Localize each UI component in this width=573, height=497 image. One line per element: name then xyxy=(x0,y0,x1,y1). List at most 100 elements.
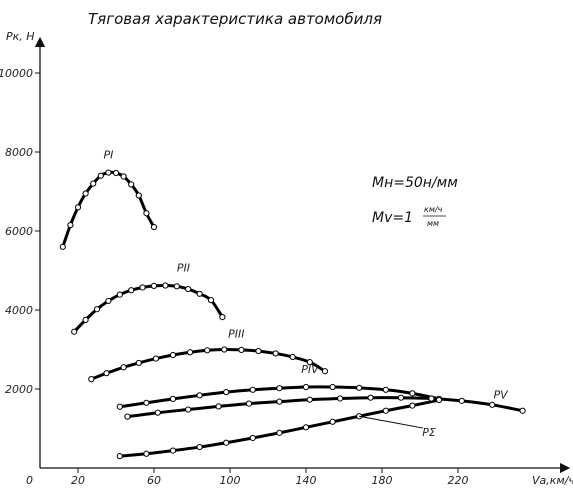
data-point xyxy=(162,282,169,289)
data-point xyxy=(185,285,192,293)
data-point xyxy=(67,221,74,229)
data-point xyxy=(215,403,222,410)
data-point xyxy=(59,243,66,250)
points-layer xyxy=(59,169,526,460)
data-point xyxy=(120,173,127,180)
data-point xyxy=(249,386,256,393)
data-point xyxy=(82,316,89,323)
curve-label-pii: PII xyxy=(177,262,190,275)
y-tick-label: 6000 xyxy=(5,225,33,238)
data-point xyxy=(223,439,230,446)
curve-labels-layer: PI PII PIII PIV PV PΣ xyxy=(103,149,509,440)
y-tick-label: 8000 xyxy=(5,146,33,159)
data-point xyxy=(255,347,262,355)
data-point xyxy=(187,349,194,356)
x-tick-label: 60 xyxy=(147,474,161,487)
data-point xyxy=(249,434,256,442)
data-point xyxy=(519,407,526,414)
data-point xyxy=(97,172,104,179)
data-point xyxy=(88,376,95,383)
data-point xyxy=(82,190,89,197)
data-point xyxy=(409,390,416,397)
axis-ticks: 20 60 100 140 180 220 2000 4000 6000 8000 10000 xyxy=(0,67,469,487)
speed-scale-numerator: км/ч xyxy=(424,205,443,214)
data-point xyxy=(185,406,192,413)
data-point xyxy=(90,180,97,187)
data-point xyxy=(128,287,135,294)
data-point xyxy=(397,394,405,401)
data-point xyxy=(71,328,78,335)
data-point xyxy=(382,386,389,393)
x-tick-label: 20 xyxy=(71,474,85,487)
data-point xyxy=(204,347,211,354)
data-point xyxy=(154,409,161,416)
data-point xyxy=(428,395,435,402)
curve-label-piv: PIV xyxy=(301,363,320,376)
data-point xyxy=(124,413,131,420)
data-point xyxy=(112,169,120,177)
curve-piii xyxy=(89,347,327,381)
data-point xyxy=(196,290,203,297)
y-axis-label: Pк, Н xyxy=(6,30,35,43)
data-point xyxy=(306,359,313,366)
data-point xyxy=(272,350,279,357)
y-tick-label: 2000 xyxy=(5,383,33,396)
data-point xyxy=(276,398,283,405)
data-point xyxy=(150,282,158,290)
data-point xyxy=(169,351,177,359)
x-tick-label: 140 xyxy=(296,474,317,487)
data-point xyxy=(196,392,203,399)
data-point xyxy=(302,424,310,431)
data-point xyxy=(120,364,127,371)
curve-label-psum: PΣ xyxy=(422,426,436,439)
data-point xyxy=(289,353,296,361)
y-tick-label: 4000 xyxy=(5,304,33,317)
curve-psum xyxy=(118,398,441,458)
origin-label: 0 xyxy=(26,474,33,487)
data-point xyxy=(128,181,135,188)
curves-layer xyxy=(61,170,525,458)
data-point xyxy=(116,403,123,410)
data-point xyxy=(302,383,310,391)
curve-label-piii: PIII xyxy=(228,328,244,341)
data-point xyxy=(329,418,336,425)
curve-label-pi: PI xyxy=(103,149,113,162)
speed-scale-note: Mv=1 xyxy=(372,210,413,226)
y-tick-label: 10000 xyxy=(0,67,33,80)
data-point xyxy=(74,204,82,211)
data-point xyxy=(143,450,150,457)
chart-title: Тяговая характеристика автомобиля xyxy=(88,10,382,28)
data-point xyxy=(276,385,283,392)
data-point xyxy=(382,407,389,414)
data-point xyxy=(143,399,150,406)
data-point xyxy=(489,401,496,408)
data-point xyxy=(238,346,245,353)
data-point xyxy=(337,395,344,402)
force-scale-note: Mн=50н/мм xyxy=(372,175,458,191)
data-point xyxy=(93,306,101,313)
x-tick-label: 100 xyxy=(220,474,241,487)
data-point xyxy=(223,389,230,396)
scale-notes: Mн=50н/мм Mv=1 км/ч мм xyxy=(372,175,458,228)
data-point xyxy=(135,192,142,199)
data-point xyxy=(367,394,374,401)
data-point xyxy=(196,443,203,451)
data-point xyxy=(306,396,313,403)
data-point xyxy=(103,370,110,377)
data-point xyxy=(152,355,159,362)
data-point xyxy=(105,169,112,176)
x-tick-label: 220 xyxy=(448,474,469,487)
data-point xyxy=(169,395,177,402)
data-point xyxy=(409,402,416,409)
curve-label-leader xyxy=(359,415,424,429)
data-point xyxy=(329,383,336,391)
data-point xyxy=(219,314,226,321)
data-point xyxy=(173,283,180,290)
data-point xyxy=(139,284,146,291)
curve-label-pv: PV xyxy=(494,389,510,402)
data-point xyxy=(245,400,253,407)
data-point xyxy=(116,453,123,460)
data-point xyxy=(150,223,158,231)
speed-scale-denominator: мм xyxy=(427,219,439,228)
